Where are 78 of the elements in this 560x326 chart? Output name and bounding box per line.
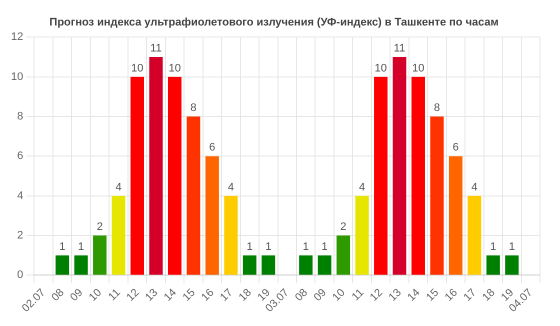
data-label: 1 bbox=[322, 240, 328, 253]
x-tick-label: 11 bbox=[106, 286, 123, 304]
bar bbox=[242, 255, 256, 275]
y-tick-label: 6 bbox=[17, 150, 24, 162]
data-label: 10 bbox=[412, 62, 424, 74]
data-label: 10 bbox=[168, 62, 181, 74]
bar bbox=[318, 255, 332, 275]
data-label: 4 bbox=[115, 181, 122, 194]
data-label: 8 bbox=[190, 102, 197, 114]
data-label: 10 bbox=[374, 62, 387, 74]
x-tick-label: 18 bbox=[480, 286, 498, 304]
data-label: 1 bbox=[59, 240, 66, 253]
x-tick-label: 12 bbox=[124, 286, 142, 304]
data-label: 10 bbox=[131, 62, 144, 74]
bar bbox=[74, 255, 88, 275]
x-tick-label: 13 bbox=[386, 286, 404, 304]
bar bbox=[186, 116, 200, 275]
data-label: 1 bbox=[246, 240, 253, 253]
bar bbox=[130, 76, 144, 275]
data-label: 6 bbox=[209, 142, 216, 154]
bar bbox=[430, 116, 444, 275]
bar bbox=[224, 196, 238, 275]
x-tick-label: 11 bbox=[350, 286, 366, 304]
bar bbox=[412, 76, 425, 275]
x-tick-label: 10 bbox=[86, 286, 104, 304]
bar bbox=[336, 236, 350, 275]
x-tick-label: 08 bbox=[49, 286, 67, 304]
chart-title: Прогноз индекса ультрафиолетового излучения (УФ-индекс) в Ташкенте по часам bbox=[49, 16, 499, 29]
bar bbox=[93, 236, 107, 275]
x-tick-label: 17 bbox=[462, 286, 479, 304]
data-label: 1 bbox=[265, 240, 272, 253]
bar bbox=[392, 57, 406, 275]
x-tick-label: 12 bbox=[368, 286, 386, 304]
y-tick-label: 10 bbox=[10, 70, 24, 83]
y-tick-label: 2 bbox=[17, 230, 24, 242]
bar bbox=[486, 255, 500, 275]
bar bbox=[112, 196, 126, 275]
x-tick-label: 10 bbox=[330, 286, 348, 304]
data-label: 1 bbox=[508, 240, 515, 253]
data-label: 2 bbox=[96, 221, 103, 234]
x-tick-label: 09 bbox=[312, 286, 329, 304]
x-tick-label: 13 bbox=[143, 286, 160, 304]
data-label: 1 bbox=[490, 240, 496, 253]
y-tick-label: 12 bbox=[10, 31, 24, 44]
x-tick-label: 17 bbox=[218, 286, 236, 304]
data-label: 1 bbox=[78, 240, 84, 253]
data-label: 4 bbox=[471, 181, 478, 194]
data-label: 11 bbox=[150, 42, 162, 55]
y-tick-label: 8 bbox=[17, 110, 24, 123]
bar bbox=[262, 255, 276, 275]
x-tick-label: 15 bbox=[424, 286, 442, 304]
data-label: 8 bbox=[434, 102, 440, 114]
x-tick-label: 16 bbox=[442, 286, 460, 304]
y-tick-label: 0 bbox=[17, 269, 24, 282]
data-label: 6 bbox=[452, 142, 459, 154]
bar bbox=[505, 255, 519, 275]
bar bbox=[448, 156, 462, 275]
data-label: 2 bbox=[340, 221, 346, 234]
data-label: 11 bbox=[394, 42, 406, 55]
data-label: 1 bbox=[302, 240, 309, 253]
x-tick-label: 14 bbox=[162, 286, 179, 304]
bar bbox=[168, 76, 182, 275]
bar bbox=[374, 76, 388, 275]
data-label: 4 bbox=[358, 181, 366, 194]
x-tick-label: 09 bbox=[68, 286, 86, 304]
bar bbox=[299, 255, 313, 275]
bar bbox=[149, 57, 163, 275]
bar bbox=[355, 196, 369, 275]
x-tick-label: 08 bbox=[292, 286, 310, 304]
x-tick-label: 15 bbox=[180, 286, 198, 304]
bar bbox=[56, 255, 70, 275]
y-tick-label: 4 bbox=[17, 190, 24, 202]
bar bbox=[205, 156, 219, 275]
x-tick-label: 18 bbox=[236, 286, 254, 304]
data-label: 4 bbox=[228, 181, 234, 194]
x-tick-label: 14 bbox=[405, 286, 423, 304]
x-tick-label: 16 bbox=[199, 286, 216, 304]
bar bbox=[468, 196, 482, 275]
